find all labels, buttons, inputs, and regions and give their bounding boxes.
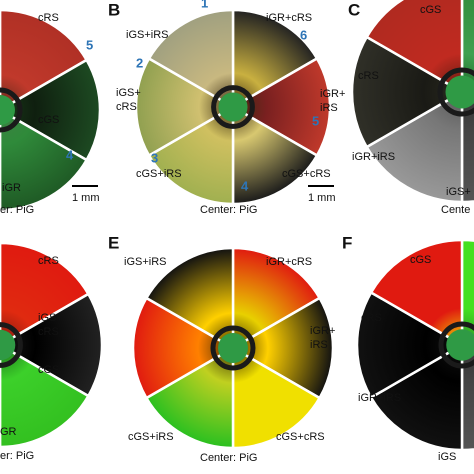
sector-label: iGS+: [116, 87, 141, 99]
sector-number: 3: [151, 150, 158, 165]
sector: [144, 246, 235, 351]
disc: [131, 246, 335, 450]
sector: [0, 108, 89, 212]
sector: [147, 8, 235, 110]
sector: [0, 241, 91, 347]
sector: [355, 290, 465, 400]
sector-label: iGR+cRS: [266, 256, 312, 268]
sector-label: cGS: [38, 364, 59, 376]
sector-label: iRS: [320, 102, 338, 114]
sector-label: iGS+iRS: [126, 29, 169, 41]
disc: [355, 238, 474, 452]
sector: [460, 238, 474, 348]
sector-number: 4: [241, 178, 249, 193]
sector-label: cRS: [358, 70, 379, 82]
disc: [0, 241, 104, 449]
disc: [350, 0, 474, 204]
sector-number: 2: [136, 55, 143, 70]
sector-label: cRS: [38, 12, 59, 24]
sector-number: 4: [66, 147, 74, 162]
sector: [230, 296, 335, 400]
sector-label: iGS: [438, 451, 456, 463]
panel-letter: B: [108, 0, 120, 19]
center: [445, 75, 474, 109]
center-ring: [0, 322, 23, 368]
sector: [231, 8, 319, 110]
sector: [0, 343, 91, 449]
sector-label: iGS+: [38, 312, 63, 324]
sector: [134, 56, 236, 158]
sector: [131, 296, 236, 400]
center: [446, 329, 474, 361]
sector: [369, 342, 464, 452]
sector-label: iGR+iRS: [352, 151, 395, 163]
sector-label: cRS: [116, 101, 137, 113]
sector-label: iGR+cRS: [266, 12, 312, 24]
center-ring: [438, 321, 474, 369]
sector: [365, 89, 464, 204]
sector-label: cGS+iRS: [136, 168, 182, 180]
center: [218, 333, 248, 363]
scale-label: 1 mm: [308, 192, 336, 204]
sector-label: GR: [0, 426, 17, 438]
sector-label: iGR+: [320, 88, 345, 100]
center-ring: [210, 325, 256, 371]
sector-label: cGS+cRS: [276, 431, 325, 443]
sector-label: iRS: [310, 339, 328, 351]
sector-label: cGS: [38, 114, 59, 126]
sector: [230, 56, 332, 158]
sector-number: 5: [86, 37, 93, 52]
sector: [147, 104, 235, 206]
sector-label: cRS: [38, 255, 59, 267]
sector: [231, 345, 322, 450]
sector: [231, 246, 322, 351]
sector: [369, 238, 464, 348]
sector: [460, 342, 474, 452]
sector-label: cGS+cRS: [282, 168, 331, 180]
center-label: er: PiG: [0, 450, 34, 462]
sector: [231, 104, 319, 206]
center: [0, 329, 16, 361]
center-label: Center: PiG: [200, 452, 257, 464]
sector: [460, 89, 474, 204]
sector-label: cGS: [410, 254, 431, 266]
center-label: Center: PiG: [200, 204, 257, 216]
center-label: er: PiG: [0, 204, 34, 216]
panel-letter: E: [108, 233, 119, 252]
sector: [0, 58, 102, 162]
discs: [0, 0, 474, 452]
sector: [0, 292, 104, 398]
sector: [144, 345, 235, 450]
sector-label: iGR: [2, 182, 21, 194]
sector-number: 5: [312, 113, 319, 128]
panel-letter: C: [348, 0, 360, 19]
sector-label: cRS: [38, 326, 59, 338]
sector: [365, 0, 464, 95]
sector-label: iGR+iRS: [358, 392, 401, 404]
center-label: Cente: [441, 204, 470, 216]
panel-letter: F: [342, 233, 352, 252]
sector: [0, 8, 89, 112]
sector-label: iGS+iRS: [124, 256, 167, 268]
sector-label: cGS: [420, 4, 441, 16]
disc: [0, 8, 102, 212]
sector-label: iGR+: [310, 325, 335, 337]
center: [218, 92, 248, 122]
sector-number: 6: [300, 27, 307, 42]
center-ring: [0, 87, 23, 133]
center: [0, 95, 15, 125]
disc: [134, 8, 332, 206]
sector: [350, 35, 465, 149]
center-ring: [437, 67, 474, 117]
scale-label: 1 mm: [72, 192, 100, 204]
sector-label: iGS+: [446, 186, 471, 198]
sector-label: cRS: [361, 312, 382, 324]
sector-number: 1: [201, 0, 208, 10]
labels: cRS 5 cGS 4 iGR 1 mm er: PiG B 1 iGS+iRS…: [0, 0, 471, 464]
sector-label: cGS+iRS: [128, 431, 174, 443]
center-ring: [211, 85, 255, 129]
